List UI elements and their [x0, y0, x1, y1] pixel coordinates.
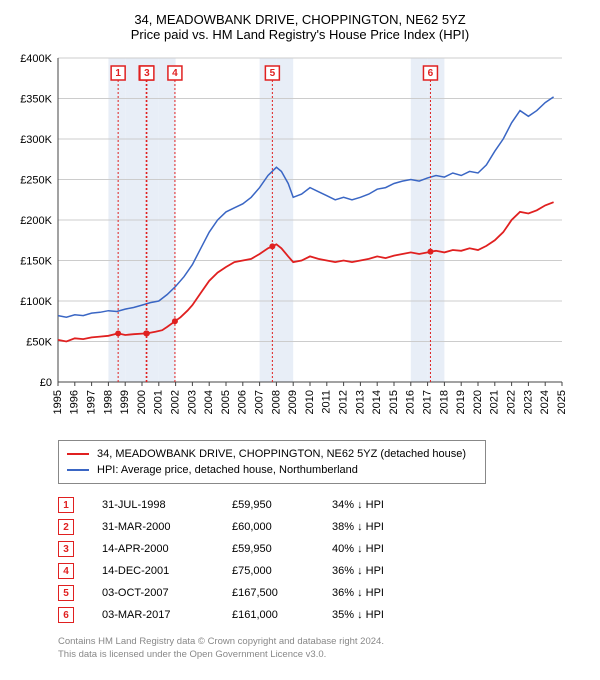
- svg-text:2007: 2007: [254, 390, 266, 414]
- sale-number-box: 6: [58, 607, 74, 623]
- sale-date: 03-MAR-2017: [102, 609, 232, 621]
- chart-container: £0 £50K £100K £150K £200K £250K £300K £350K £400…: [12, 50, 588, 430]
- sale-price: £59,950: [232, 499, 332, 511]
- svg-text:3: 3: [144, 68, 150, 79]
- svg-text:£100K: £100K: [20, 296, 52, 308]
- sale-date: 31-MAR-2000: [102, 521, 232, 533]
- svg-text:£350K: £350K: [20, 94, 52, 106]
- legend-swatch-blue: [67, 469, 89, 471]
- sale-date: 14-DEC-2001: [102, 565, 232, 577]
- svg-text:6: 6: [428, 68, 434, 79]
- sale-number-box: 1: [58, 497, 74, 513]
- sale-number-box: 2: [58, 519, 74, 535]
- svg-text:2003: 2003: [186, 390, 198, 414]
- legend-item-blue: HPI: Average price, detached house, Nort…: [67, 462, 477, 478]
- sale-date: 14-APR-2000: [102, 543, 232, 555]
- svg-text:2017: 2017: [422, 390, 434, 414]
- svg-text:1: 1: [115, 68, 121, 79]
- svg-text:£0: £0: [40, 377, 52, 389]
- svg-text:1999: 1999: [119, 390, 131, 414]
- sale-price: £75,000: [232, 565, 332, 577]
- sale-number-box: 4: [58, 563, 74, 579]
- svg-text:2016: 2016: [405, 390, 417, 414]
- svg-text:2012: 2012: [338, 390, 350, 414]
- sale-price: £59,950: [232, 543, 332, 555]
- svg-text:2020: 2020: [472, 390, 484, 414]
- sale-hpi-delta: 35% ↓ HPI: [332, 609, 412, 621]
- sale-number-box: 5: [58, 585, 74, 601]
- svg-text:2022: 2022: [506, 390, 518, 414]
- svg-text:2009: 2009: [287, 390, 299, 414]
- sale-price: £167,500: [232, 587, 332, 599]
- svg-text:1997: 1997: [86, 390, 98, 414]
- sale-hpi-delta: 36% ↓ HPI: [332, 587, 412, 599]
- svg-text:5: 5: [270, 68, 276, 79]
- svg-text:2025: 2025: [556, 390, 568, 414]
- svg-text:2013: 2013: [354, 390, 366, 414]
- svg-text:2005: 2005: [220, 390, 232, 414]
- svg-text:2006: 2006: [237, 390, 249, 414]
- sale-date: 03-OCT-2007: [102, 587, 232, 599]
- sales-table: 1 31-JUL-1998 £59,950 34% ↓ HPI 2 31-MAR…: [58, 494, 588, 626]
- footer-attribution: Contains HM Land Registry data © Crown c…: [58, 636, 588, 662]
- svg-text:£200K: £200K: [20, 215, 52, 227]
- svg-text:1996: 1996: [69, 390, 81, 414]
- legend-label-blue: HPI: Average price, detached house, Nort…: [97, 464, 358, 476]
- svg-text:2010: 2010: [304, 390, 316, 414]
- sales-row: 3 14-APR-2000 £59,950 40% ↓ HPI: [58, 538, 588, 560]
- svg-text:2023: 2023: [522, 390, 534, 414]
- sale-hpi-delta: 40% ↓ HPI: [332, 543, 412, 555]
- sales-row: 4 14-DEC-2001 £75,000 36% ↓ HPI: [58, 560, 588, 582]
- svg-text:2021: 2021: [489, 390, 501, 414]
- svg-text:2018: 2018: [438, 390, 450, 414]
- svg-text:1995: 1995: [52, 390, 64, 414]
- chart-legend: 34, MEADOWBANK DRIVE, CHOPPINGTON, NE62 …: [58, 440, 486, 484]
- footer-line-2: This data is licensed under the Open Gov…: [58, 649, 588, 662]
- svg-text:1998: 1998: [102, 390, 114, 414]
- price-chart: £0 £50K £100K £150K £200K £250K £300K £350K £400…: [12, 50, 572, 430]
- svg-text:£400K: £400K: [20, 53, 52, 65]
- sale-hpi-delta: 38% ↓ HPI: [332, 521, 412, 533]
- sales-row: 5 03-OCT-2007 £167,500 36% ↓ HPI: [58, 582, 588, 604]
- svg-text:2014: 2014: [371, 390, 383, 414]
- chart-title-main: 34, MEADOWBANK DRIVE, CHOPPINGTON, NE62 …: [12, 12, 588, 27]
- sales-row: 6 03-MAR-2017 £161,000 35% ↓ HPI: [58, 604, 588, 626]
- svg-text:£250K: £250K: [20, 175, 52, 187]
- svg-text:£50K: £50K: [26, 337, 52, 349]
- footer-line-1: Contains HM Land Registry data © Crown c…: [58, 636, 588, 649]
- legend-swatch-red: [67, 453, 89, 455]
- sales-row: 2 31-MAR-2000 £60,000 38% ↓ HPI: [58, 516, 588, 538]
- svg-text:2008: 2008: [270, 390, 282, 414]
- svg-text:2024: 2024: [539, 390, 551, 414]
- svg-text:2000: 2000: [136, 390, 148, 414]
- svg-text:2019: 2019: [455, 390, 467, 414]
- sale-date: 31-JUL-1998: [102, 499, 232, 511]
- legend-label-red: 34, MEADOWBANK DRIVE, CHOPPINGTON, NE62 …: [97, 448, 466, 460]
- chart-title-sub: Price paid vs. HM Land Registry's House …: [12, 27, 588, 42]
- sale-hpi-delta: 34% ↓ HPI: [332, 499, 412, 511]
- sale-price: £161,000: [232, 609, 332, 621]
- svg-text:2004: 2004: [203, 390, 215, 414]
- svg-text:2015: 2015: [388, 390, 400, 414]
- svg-text:£300K: £300K: [20, 134, 52, 146]
- svg-text:£150K: £150K: [20, 256, 52, 268]
- sale-hpi-delta: 36% ↓ HPI: [332, 565, 412, 577]
- sale-price: £60,000: [232, 521, 332, 533]
- svg-text:2002: 2002: [170, 390, 182, 414]
- legend-item-red: 34, MEADOWBANK DRIVE, CHOPPINGTON, NE62 …: [67, 446, 477, 462]
- svg-text:2001: 2001: [153, 390, 165, 414]
- chart-title-block: 34, MEADOWBANK DRIVE, CHOPPINGTON, NE62 …: [12, 12, 588, 42]
- sales-row: 1 31-JUL-1998 £59,950 34% ↓ HPI: [58, 494, 588, 516]
- svg-text:4: 4: [172, 68, 178, 79]
- svg-text:2011: 2011: [321, 390, 333, 414]
- sale-number-box: 3: [58, 541, 74, 557]
